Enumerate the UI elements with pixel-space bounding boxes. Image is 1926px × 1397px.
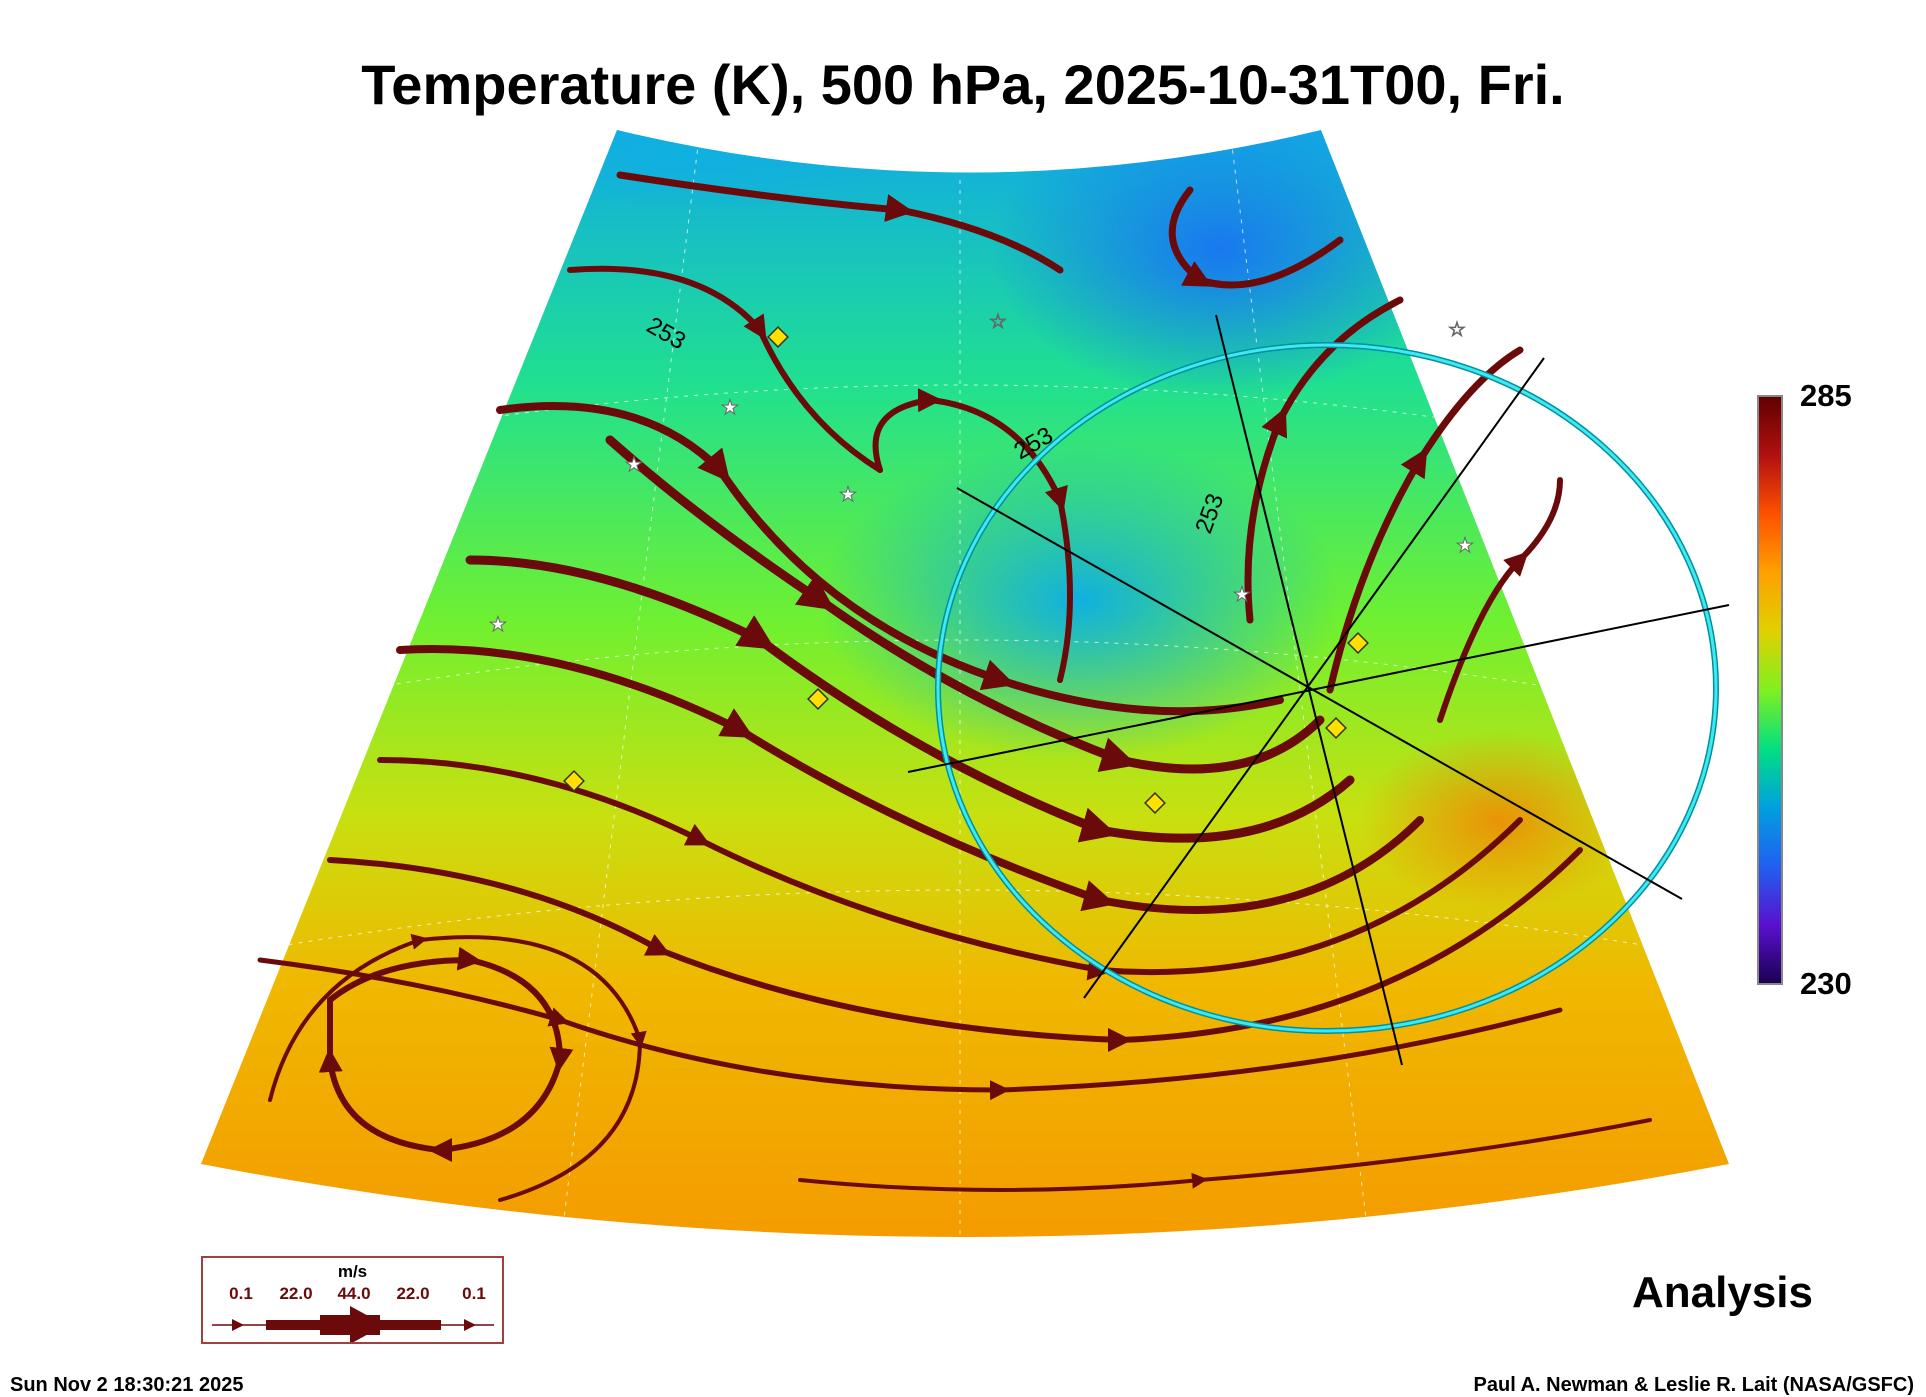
station-star-icon: ☆ — [1448, 319, 1466, 341]
streamline — [377, 757, 1523, 981]
wind-streamlines — [257, 171, 1652, 1202]
temperature-field — [201, 130, 1729, 1237]
wind-legend-value: 0.1 — [229, 1284, 253, 1303]
credit: Paul A. Newman & Leslie R. Lait (NASA/GS… — [1473, 1374, 1914, 1396]
station-star-icon: ★ — [625, 454, 643, 476]
streamline — [872, 388, 1073, 683]
station-star-icon: ☆ — [989, 311, 1007, 333]
wind-legend-arrow — [212, 1306, 494, 1344]
streamline — [567, 265, 883, 473]
station-star-icon: ★ — [1233, 584, 1251, 606]
chart-title: Temperature (K), 500 hPa, 2025-10-31T00,… — [361, 53, 1565, 116]
diamond-marker — [1144, 792, 1166, 814]
diamond-marker — [1325, 717, 1347, 739]
wind-legend-value: 22.0 — [279, 1284, 313, 1303]
streamline — [798, 1118, 1652, 1192]
streamline — [1437, 477, 1563, 723]
wind-legend-value: 0.1 — [462, 1284, 486, 1303]
wind-legend-value: 22.0 — [396, 1284, 430, 1303]
timestamp: Sun Nov 2 18:30:21 2025 — [10, 1374, 244, 1396]
streamline — [1244, 296, 1404, 624]
streamline — [1168, 186, 1344, 289]
colorbar-max-label: 285 — [1800, 378, 1852, 413]
station-star-icon: ★ — [489, 614, 507, 636]
diamond-marker — [563, 770, 585, 792]
wind-legend-value: 44.0 — [337, 1284, 371, 1303]
station-star-icon: ★ — [721, 397, 739, 419]
streamline — [396, 645, 1424, 914]
radial-lines — [907, 314, 1730, 1066]
streamline — [616, 171, 1064, 274]
diamond-marker — [767, 326, 789, 348]
colorbar — [1757, 395, 1783, 985]
diamond-marker — [1347, 632, 1369, 654]
station-star-icon: ★ — [839, 484, 857, 506]
wind-legend: m/s 0.1 22.0 44.0 22.0 0.1 — [201, 1256, 504, 1344]
station-star-icon: ★ — [1456, 535, 1474, 557]
colorbar-min-label: 230 — [1800, 966, 1852, 1001]
diamond-marker — [807, 688, 829, 710]
streamline — [268, 933, 647, 1202]
product-label: Analysis — [1632, 1268, 1813, 1317]
wind-legend-unit: m/s — [337, 1262, 368, 1281]
